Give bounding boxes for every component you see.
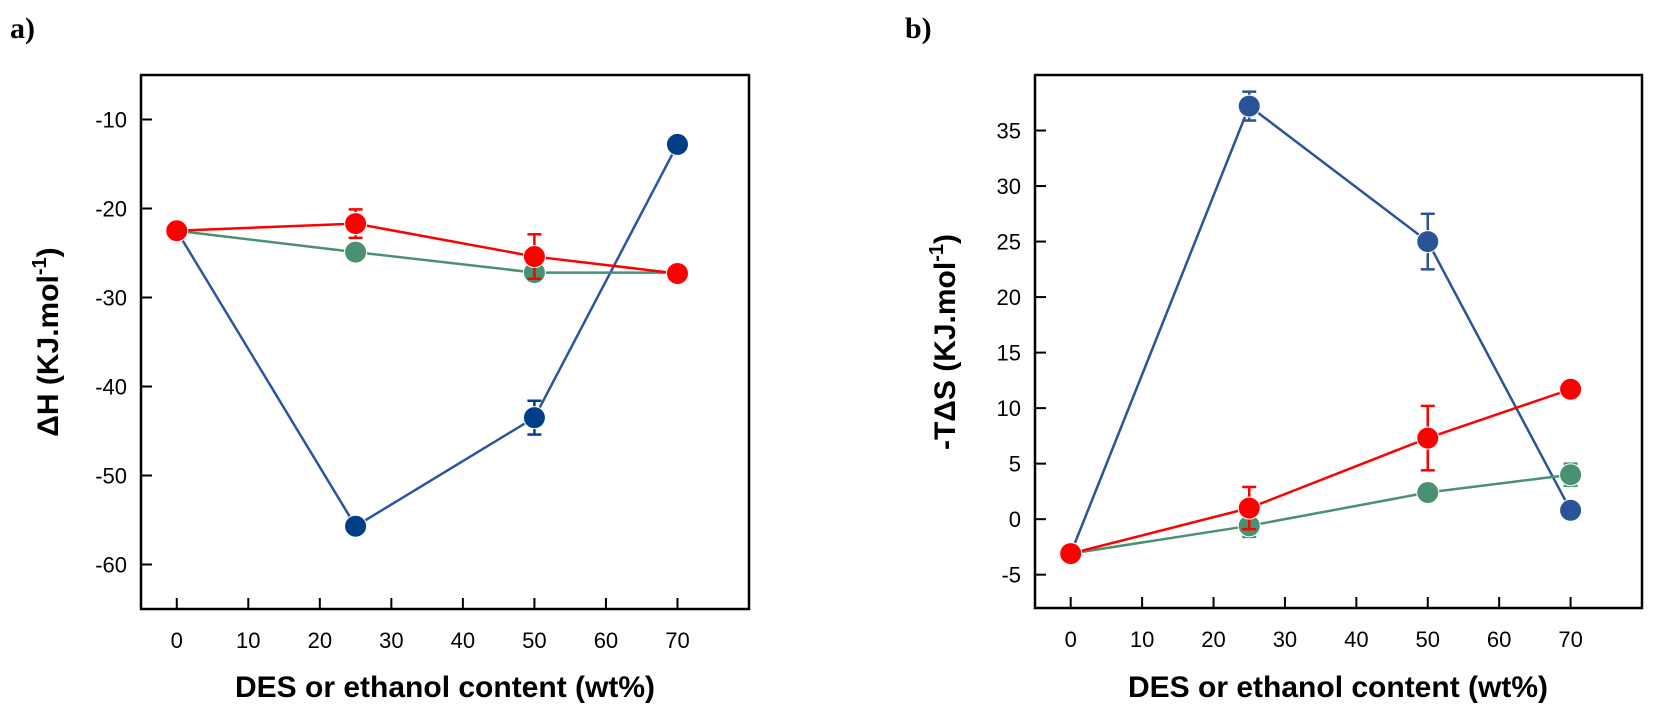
panel-a-x-tick-label: 50	[522, 628, 546, 653]
panel-a-blue-series-line	[175, 143, 679, 528]
panel-a-green-series-point	[344, 240, 368, 264]
panel-a-red-series-line	[176, 222, 678, 275]
panel-b-y-tick-label: 5	[1009, 452, 1021, 477]
panel-b: b) 0 10 20 30 40 50 60 70 -5 0 5 10 15 20 25 30 35 DES o…	[905, 12, 1644, 704]
panel-b-blue-series-point	[1237, 94, 1261, 118]
panel-b-y-tick-label: -5	[1001, 563, 1021, 588]
panel-b-red-series-point	[1416, 426, 1440, 450]
panel-a-red-series-point	[665, 261, 689, 285]
panel-a-red-series-point	[165, 219, 189, 243]
panel-b-blue-series-point	[1416, 230, 1440, 254]
panel-b-red-series-point	[1559, 377, 1583, 401]
panel-b-x-tick-label: 20	[1201, 627, 1225, 652]
panel-a-y-axis-title-close: )	[32, 247, 65, 257]
panel-a-y-tick-label: -20	[95, 197, 127, 222]
panel-a-x-tick-label: 10	[236, 628, 260, 653]
panel-a-y-tick-label: -10	[95, 108, 127, 133]
panel-a-x-tick-label: 40	[451, 628, 475, 653]
panel-a-y-axis-title: ΔH (KJ.mol-1)	[29, 247, 65, 436]
panel-a-y-axis-title-main: ΔH (KJ.mol	[32, 275, 65, 437]
panel-b-x-tick-label: 40	[1344, 627, 1368, 652]
panel-a-y-tick-label: -60	[95, 553, 127, 578]
panel-b-blue-series-point	[1559, 498, 1583, 522]
panel-a-blue-series-point	[665, 132, 689, 156]
panel-b-x-axis-title: DES or ethanol content (wt%)	[1128, 671, 1548, 704]
panel-b-y-axis-title: -TΔS (KJ.mol-1)	[926, 234, 962, 450]
panel-a-blue-series-point	[344, 514, 368, 538]
panel-a: a) 0 10 20 30 40 50 60 70 -10 -20 -30 -40 -50 -60 DES…	[10, 12, 751, 704]
panel-a-x-tick-label: 20	[308, 628, 332, 653]
panel-b-y-tick-label: 30	[997, 174, 1021, 199]
panel-b-y-tick-label: 20	[997, 285, 1021, 310]
panel-b-y-tick-label: 15	[997, 341, 1021, 366]
panel-b-green-series-point	[1416, 481, 1440, 505]
panel-a-y-tick-label: -40	[95, 375, 127, 400]
panel-b-x-tick-label: 10	[1130, 627, 1154, 652]
panel-a-x-tick-label: 60	[594, 628, 618, 653]
panel-b-y-tick-label: 10	[997, 396, 1021, 421]
panel-b-y-axis-title-close: )	[929, 234, 962, 244]
panel-b-x-tick-label: 50	[1416, 627, 1440, 652]
panel-a-x-axis-title: DES or ethanol content (wt%)	[235, 671, 655, 704]
panel-b-y-tick-label: 0	[1009, 507, 1021, 532]
panel-a-frame	[139, 73, 751, 611]
panel-b-frame	[1033, 73, 1644, 610]
panel-b-green-series-line	[1070, 473, 1571, 555]
panel-a-x-tick-label: 70	[665, 628, 689, 653]
panel-b-x-tick-label: 60	[1487, 627, 1511, 652]
panel-b-x-tick-label: 30	[1273, 627, 1297, 652]
panel-b-red-series-line	[1070, 388, 1571, 555]
panel-b-y-axis-title-sup: -1	[926, 244, 948, 262]
panel-a-red-series-point	[522, 245, 546, 269]
panel-a-green-series-line	[176, 229, 678, 274]
panel-b-blue-series-line	[1069, 104, 1572, 555]
panel-b-y-tick-label: 25	[997, 230, 1021, 255]
panel-a-plot-area: 0 10 20 30 40 50 60 70 -10 -20 -30 -40 -50 -60	[95, 73, 751, 653]
panel-b-green-series-point	[1559, 463, 1583, 487]
panel-a-y-tick-label: -30	[95, 286, 127, 311]
panel-b-label: b)	[905, 12, 932, 45]
panel-b-red-series-point	[1237, 496, 1261, 520]
panel-a-y-axis-title-sup: -1	[29, 257, 51, 275]
panel-b-red-series-point	[1059, 542, 1083, 566]
panel-a-red-series-point	[344, 212, 368, 236]
panel-b-x-tick-label: 0	[1065, 627, 1077, 652]
panel-a-x-tick-label: 30	[379, 628, 403, 653]
panel-a-y-tick-label: -50	[95, 464, 127, 489]
panel-b-y-axis-title-main: -TΔS (KJ.mol	[929, 262, 962, 450]
panel-b-x-tick-label: 70	[1558, 627, 1582, 652]
panel-b-plot-area: 0 10 20 30 40 50 60 70 -5 0 5 10 15 20 25 30 35	[997, 73, 1644, 652]
panel-a-blue-series-point	[522, 406, 546, 430]
panel-b-y-tick-label: 35	[997, 119, 1021, 144]
panel-a-x-tick-label: 0	[171, 628, 183, 653]
panel-a-label: a)	[10, 12, 35, 45]
